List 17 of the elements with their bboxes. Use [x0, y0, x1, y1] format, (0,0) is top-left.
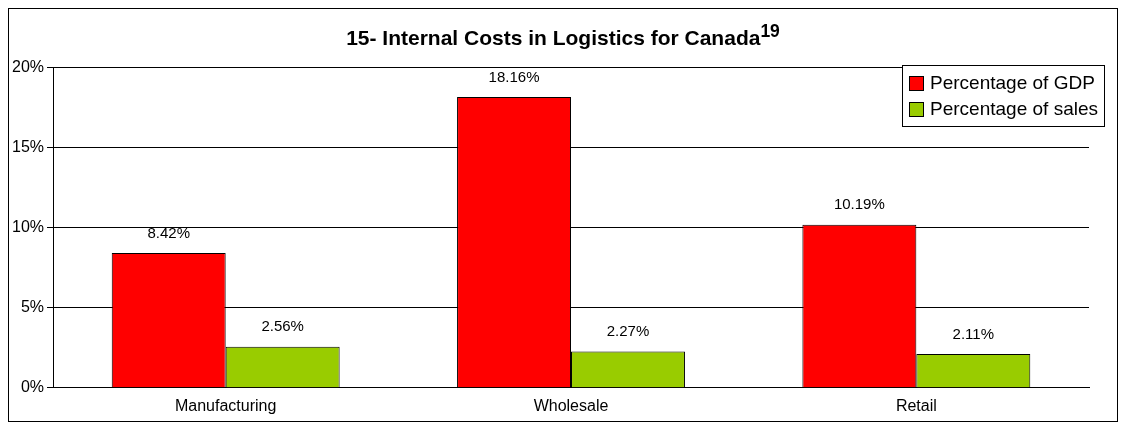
x-tick-label: Retail [895, 396, 937, 414]
x-tick-label: Manufacturing [174, 396, 277, 414]
data-label: 2.11% [952, 324, 995, 342]
data-label: 10.19% [833, 195, 885, 213]
data-label: 8.42% [147, 223, 190, 241]
chart-title: 15- Internal Costs in Logistics for Canada$^{19}$ [345, 20, 781, 51]
y-tick-label: 5% [20, 298, 45, 316]
data-label: 18.16% [488, 67, 540, 85]
data-label: 2.27% [606, 322, 650, 340]
y-tick-label: 10% [11, 218, 45, 236]
legend-label: Percentage of GDP [930, 71, 1095, 95]
x-tick-label: Wholesale [533, 396, 609, 414]
data-label: 2.56% [261, 317, 304, 335]
y-tick-label: 15% [11, 138, 45, 156]
y-tick-label: 20% [11, 58, 45, 76]
y-tick-label: 0% [20, 378, 45, 396]
legend-label: Percentage of sales [930, 97, 1098, 121]
